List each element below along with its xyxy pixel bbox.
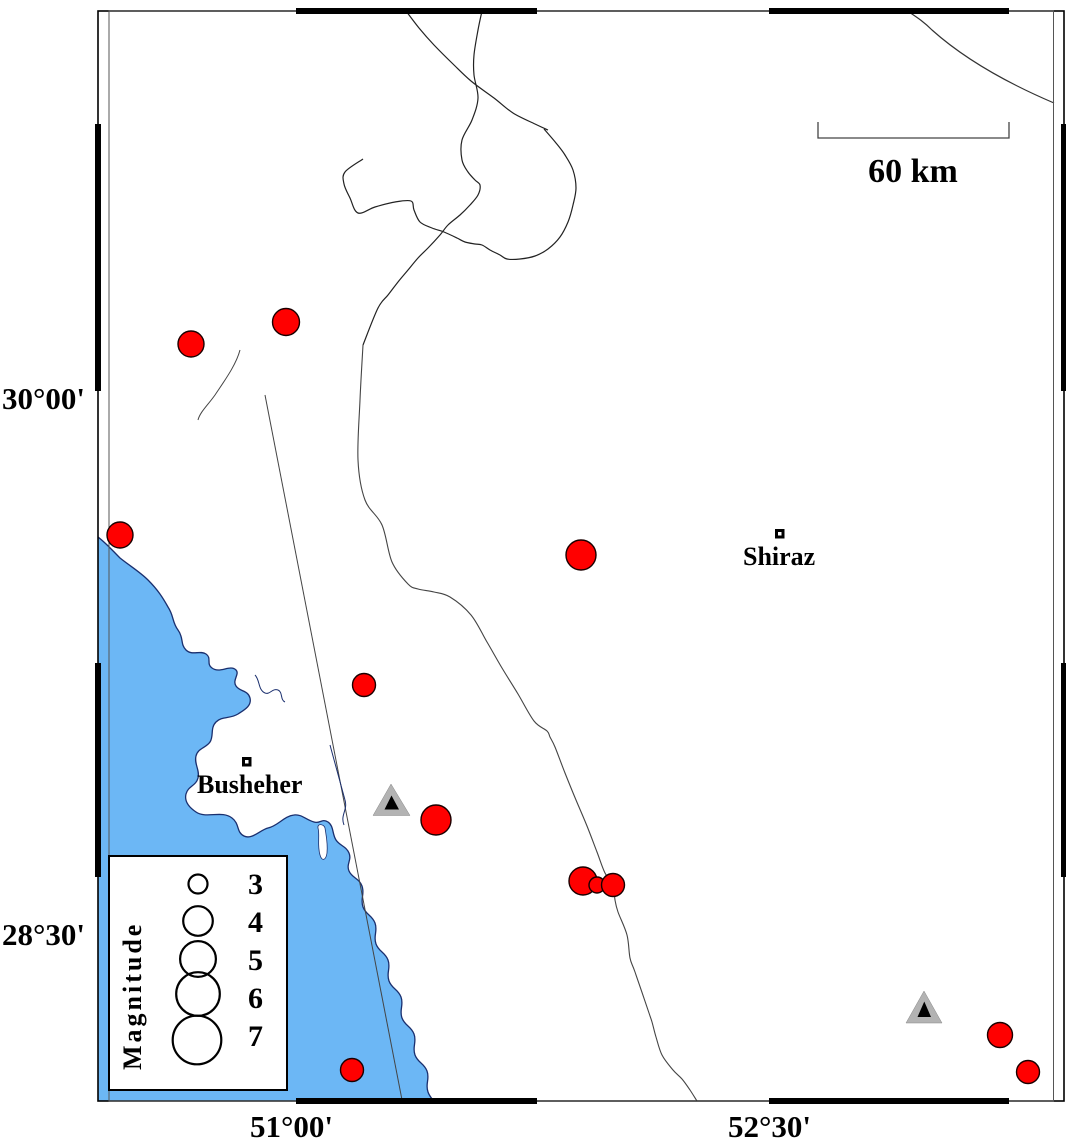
svg-text:52°30': 52°30': [728, 1109, 811, 1141]
svg-text:Shiraz: Shiraz: [743, 542, 815, 571]
svg-text:4: 4: [248, 906, 263, 939]
svg-text:60 km: 60 km: [868, 153, 958, 190]
svg-text:6: 6: [248, 982, 263, 1015]
svg-text:Magnitude: Magnitude: [118, 922, 147, 1070]
svg-text:5: 5: [248, 944, 263, 977]
svg-text:3: 3: [248, 868, 263, 901]
svg-text:30°00': 30°00': [2, 381, 85, 416]
svg-text:7: 7: [248, 1020, 263, 1053]
svg-text:28°30': 28°30': [2, 917, 85, 952]
svg-text:Busheher: Busheher: [197, 770, 302, 799]
svg-text:51°00': 51°00': [250, 1109, 333, 1141]
